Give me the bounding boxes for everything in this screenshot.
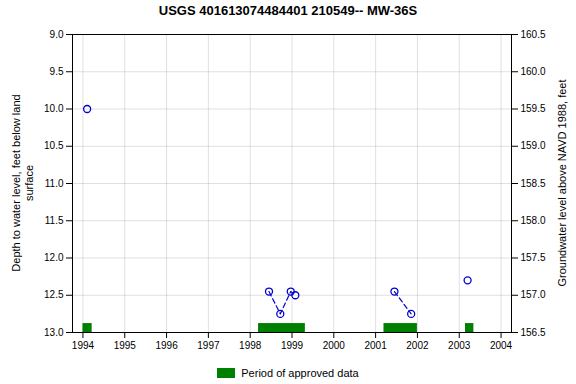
svg-text:159.5: 159.5 (521, 103, 546, 114)
svg-text:157.5: 157.5 (521, 252, 546, 263)
svg-text:159.0: 159.0 (521, 140, 546, 151)
svg-text:1995: 1995 (114, 340, 137, 351)
svg-text:12.0: 12.0 (44, 252, 64, 263)
svg-text:9.5: 9.5 (50, 66, 64, 77)
svg-text:11.0: 11.0 (45, 178, 64, 189)
svg-text:12.5: 12.5 (44, 289, 64, 300)
svg-text:1999: 1999 (281, 340, 304, 351)
svg-text:2002: 2002 (406, 340, 429, 351)
svg-text:158.0: 158.0 (521, 215, 546, 226)
svg-text:1994: 1994 (72, 340, 95, 351)
svg-text:160.0: 160.0 (521, 66, 546, 77)
svg-text:156.5: 156.5 (521, 327, 546, 338)
html-text:USGS 401613074484401 210549--: USGS 401613074484401 210549-- MW-36S (158, 3, 418, 18)
svg-text:13.0: 13.0 (44, 327, 64, 338)
svg-text:Groundwater level above NAVD 1: Groundwater level above NAVD 1988, feet (556, 79, 568, 286)
svg-text:157.0: 157.0 (521, 289, 546, 300)
svg-text:9.0: 9.0 (50, 29, 64, 40)
svg-text:10.0: 10.0 (44, 103, 64, 114)
svg-text:1997: 1997 (197, 340, 220, 351)
svg-text:2000: 2000 (323, 340, 346, 351)
svg-text:11.5: 11.5 (45, 215, 64, 226)
svg-text:1998: 1998 (239, 340, 262, 351)
svg-text:2003: 2003 (448, 340, 471, 351)
svg-text:Depth to water level, feet bel: Depth to water level, feet below landsur… (10, 94, 35, 271)
svg-text:10.5: 10.5 (44, 140, 64, 151)
html-text:Period of approved data: Period of approved data (241, 367, 359, 379)
svg-text:158.5: 158.5 (521, 178, 546, 189)
svg-text:1996: 1996 (155, 340, 178, 351)
svg-text:2004: 2004 (490, 340, 513, 351)
svg-text:160.5: 160.5 (521, 29, 546, 40)
svg-text:2001: 2001 (364, 340, 387, 351)
